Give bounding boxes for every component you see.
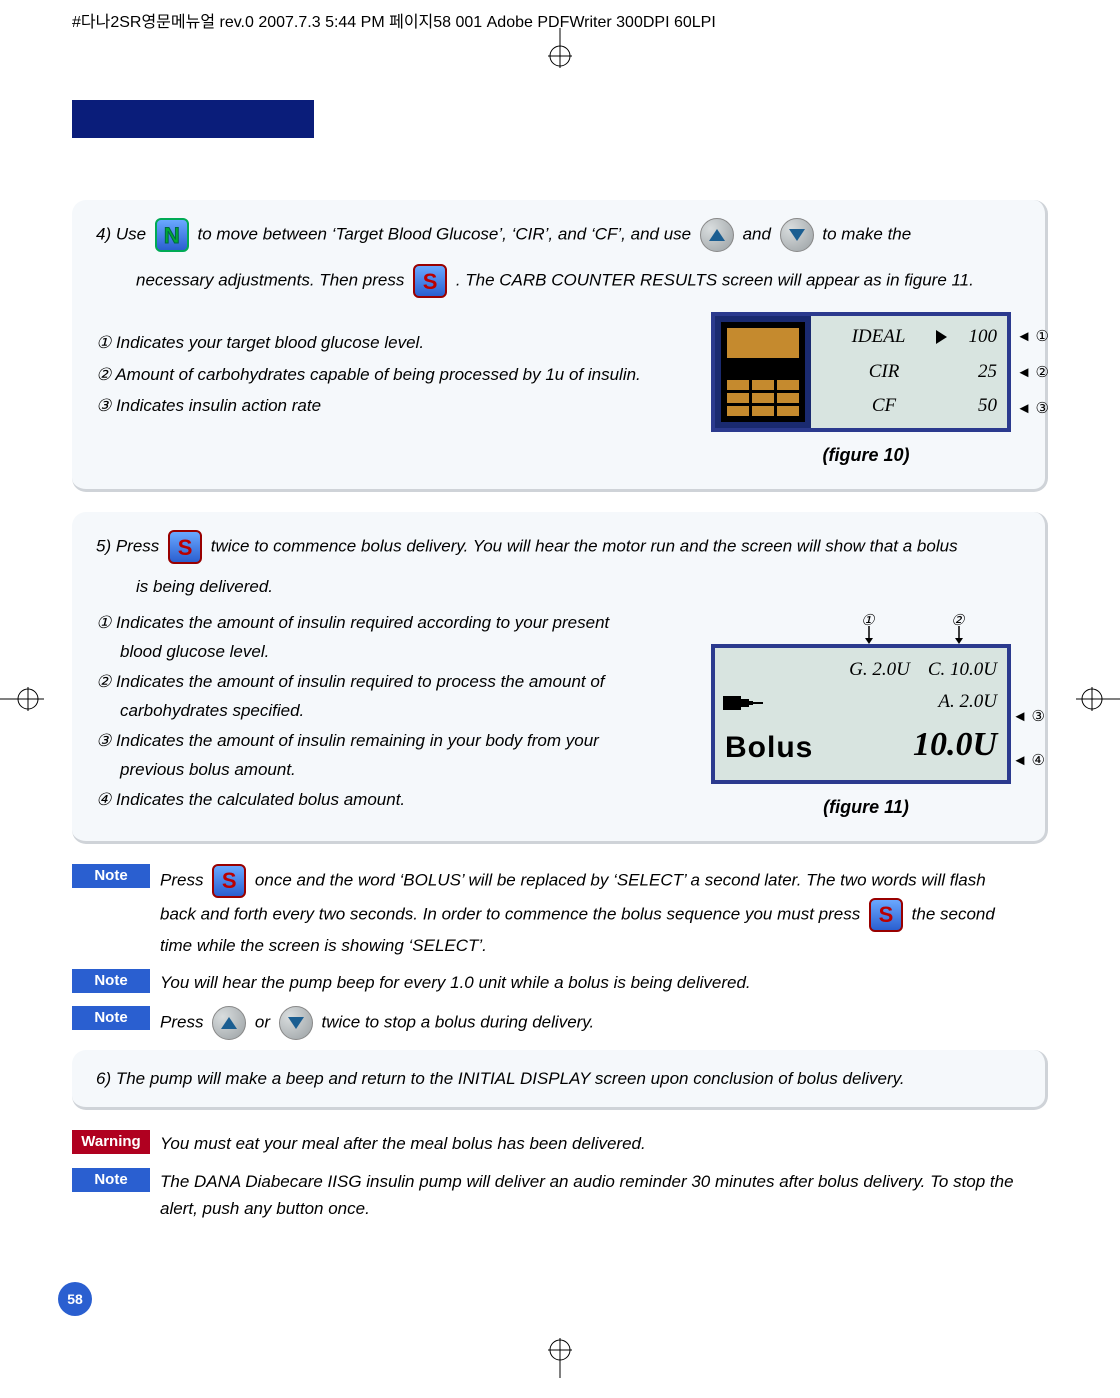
- txt: You will hear the pump beep for every 1.…: [160, 969, 1048, 996]
- txt: . The CARB COUNTER RESULTS screen will a…: [456, 270, 974, 289]
- txt: the second: [912, 904, 995, 923]
- txt: twice to commence bolus delivery. You wi…: [211, 536, 958, 555]
- list-item-sub: carbohydrates specified.: [96, 698, 695, 724]
- step4-panel: 4) Use N to move between ‘Target Blood G…: [72, 200, 1048, 492]
- note-badge: Note: [72, 1168, 150, 1192]
- lcd-c: C. 10.0U: [928, 656, 997, 685]
- marker-num: ②: [1036, 364, 1049, 381]
- list-item-sub: previous bolus amount.: [96, 757, 695, 783]
- step5-panel: 5) Press S twice to commence bolus deliv…: [72, 512, 1048, 844]
- txt: The DANA Diabecare IISG insulin pump wil…: [160, 1168, 1048, 1222]
- list-item: ④ Indicates the calculated bolus amount.: [96, 787, 695, 813]
- note-4: Note The DANA Diabecare IISG insulin pum…: [72, 1168, 1048, 1222]
- lcd-screen-10: IDEAL 100 CIR25 CF50: [711, 312, 1011, 432]
- warning-block: Warning You must eat your meal after the…: [72, 1130, 1048, 1157]
- txt: Press: [160, 870, 208, 889]
- section-header-tab: [72, 100, 314, 138]
- txt: 6) The pump will make a beep and return …: [96, 1069, 905, 1088]
- txt: Press: [160, 1012, 208, 1031]
- lcd-value: 50: [947, 392, 997, 421]
- note-3: Note Press or twice to stop a bolus duri…: [72, 1006, 1048, 1040]
- step4-line2: necessary adjustments. Then press S . Th…: [96, 264, 1021, 298]
- marker-num: ④: [1032, 752, 1045, 769]
- txt: and: [743, 224, 776, 243]
- marker: ◄ ③: [1013, 706, 1045, 729]
- s-button-icon: S: [168, 530, 202, 564]
- s-button-icon: S: [869, 898, 903, 932]
- figure-caption: (figure 10): [711, 442, 1021, 469]
- step5-line2: is being delivered.: [96, 574, 1021, 600]
- bolus-label: Bolus: [725, 725, 813, 770]
- txt: back and forth every two seconds. In ord…: [160, 904, 865, 923]
- marker: ◄ ③: [1017, 398, 1049, 421]
- step5-line1: 5) Press S twice to commence bolus deliv…: [96, 530, 1021, 564]
- down-button-icon: [279, 1006, 313, 1040]
- up-button-icon: [700, 218, 734, 252]
- crop-mark-top: [528, 28, 592, 68]
- txt: 4) Use: [96, 224, 151, 243]
- txt: You must eat your meal after the meal bo…: [160, 1130, 1048, 1157]
- marker: ◄ ①: [1017, 326, 1049, 349]
- arrow-down-icon: [859, 626, 879, 646]
- warning-badge: Warning: [72, 1130, 150, 1154]
- pdf-header-meta: #다나2SR영문메뉴얼 rev.0 2007.7.3 5:44 PM 페이지58…: [72, 8, 716, 32]
- s-button-icon: S: [212, 864, 246, 898]
- page-number: 58: [58, 1282, 92, 1316]
- step4-list: ① Indicates your target blood glucose le…: [96, 312, 711, 469]
- txt: time while the screen is showing ‘SELECT…: [160, 936, 487, 955]
- note-badge: Note: [72, 1006, 150, 1030]
- marker: ◄ ②: [1017, 362, 1049, 385]
- note-badge: Note: [72, 864, 150, 888]
- lcd-label: IDEAL: [821, 323, 936, 352]
- note-2: Note You will hear the pump beep for eve…: [72, 969, 1048, 996]
- crop-mark-right: [1076, 667, 1120, 731]
- lcd-value: 100: [947, 323, 997, 352]
- lcd-a: A. 2.0U: [725, 688, 997, 717]
- lcd-g: G. 2.0U: [849, 656, 910, 685]
- txt: or: [255, 1012, 275, 1031]
- arrow-down-icon: [949, 626, 969, 646]
- txt: twice to stop a bolus during delivery.: [322, 1012, 595, 1031]
- marker-num: ③: [1036, 400, 1049, 417]
- marker-num: ③: [1032, 708, 1045, 725]
- list-item: ① Indicates your target blood glucose le…: [96, 330, 711, 356]
- n-button-icon: N: [155, 218, 189, 252]
- down-button-icon: [780, 218, 814, 252]
- lcd-label: CF: [821, 392, 947, 421]
- list-item: ② Indicates the amount of insulin requir…: [96, 669, 695, 695]
- note-1: Note Press S once and the word ‘BOLUS’ w…: [72, 864, 1048, 959]
- connector-icon: [723, 690, 765, 716]
- figure-10: IDEAL100 CIR25 CF50 ◄ ① ◄ ② ◄ ③ (figure …: [711, 312, 1021, 469]
- marker-num: ①: [1036, 328, 1049, 345]
- s-button-icon: S: [413, 264, 447, 298]
- note-badge: Note: [72, 969, 150, 993]
- lcd-label: CIR: [821, 358, 947, 387]
- list-item: ③ Indicates the amount of insulin remain…: [96, 728, 695, 754]
- bolus-value: 10.0U: [913, 719, 997, 770]
- figure-caption: (figure 11): [711, 794, 1021, 821]
- txt: 5) Press: [96, 536, 164, 555]
- txt: to make the: [822, 224, 911, 243]
- crop-mark-left: [0, 667, 44, 731]
- step5-list: ① Indicates the amount of insulin requir…: [96, 610, 695, 821]
- crop-mark-bottom: [528, 1338, 592, 1378]
- step4-line1: 4) Use N to move between ‘Target Blood G…: [96, 218, 1021, 252]
- up-button-icon: [212, 1006, 246, 1040]
- figure-11: ① ② G. 2.0UC. 10.0U A. 2.0U Bolus 10: [711, 610, 1021, 821]
- step6-panel: 6) The pump will make a beep and return …: [72, 1050, 1048, 1111]
- list-item: ① Indicates the amount of insulin requir…: [96, 610, 695, 636]
- txt: necessary adjustments. Then press: [136, 270, 409, 289]
- list-item: ② Amount of carbohydrates capable of bei…: [96, 362, 711, 388]
- lcd-screen-11: G. 2.0U C. 10.0U A. 2.0U Bolus 10.0U: [711, 644, 1011, 784]
- lcd-value: 25: [947, 358, 997, 387]
- txt: to move between ‘Target Blood Glucose’, …: [198, 224, 696, 243]
- header-text: #다나2SR영문메뉴얼 rev.0 2007.7.3 5:44 PM 페이지58…: [72, 8, 716, 32]
- marker: ◄ ④: [1013, 750, 1045, 773]
- txt: once and the word ‘BOLUS’ will be replac…: [255, 870, 986, 889]
- list-item: ③ Indicates insulin action rate: [96, 393, 711, 419]
- list-item-sub: blood glucose level.: [96, 639, 695, 665]
